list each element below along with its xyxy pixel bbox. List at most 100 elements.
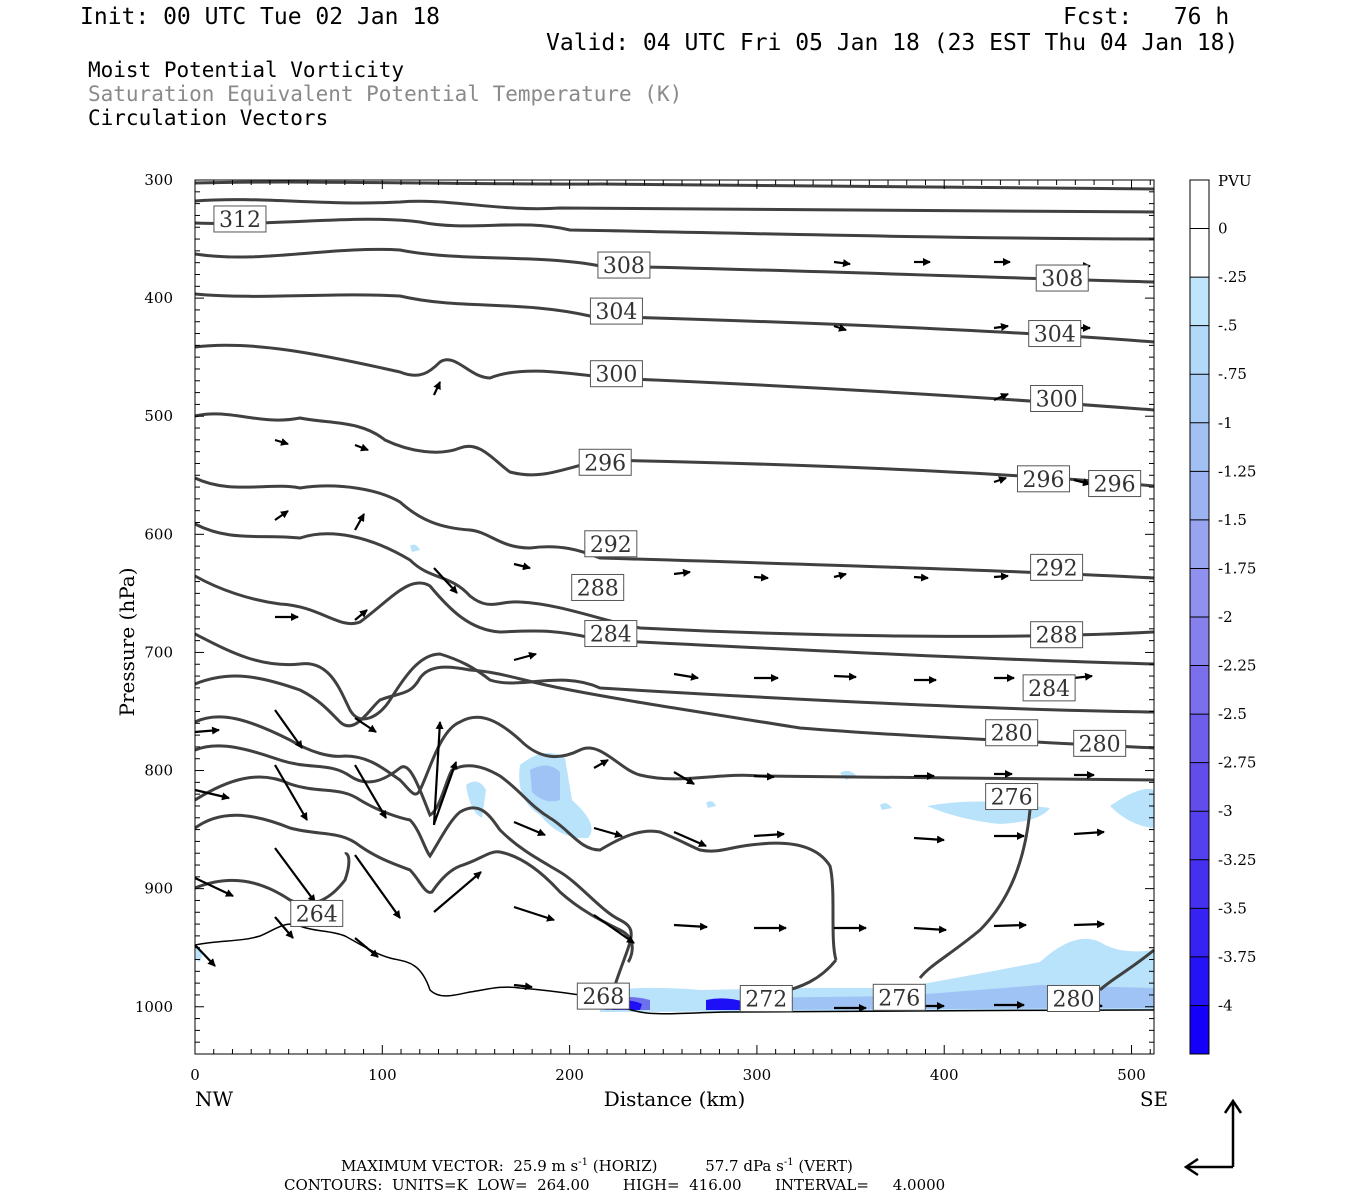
vector-arrow [993,392,1009,402]
contour-label-box [597,251,651,279]
x-tick-label: 200 [555,1066,584,1084]
contour-label-box [589,360,643,388]
max-vector-label: MAXIMUM VECTOR: [341,1157,504,1175]
contour-line [194,522,1155,638]
vector-arrow [993,323,1009,331]
colorbar-label: -1.25 [1218,462,1256,480]
contour-label-box [1030,553,1084,581]
vector-arrow [354,854,401,919]
contour-line [194,665,1155,750]
vector-arrow [513,562,531,571]
contour-line [194,247,1155,284]
contour-label: 268 [582,985,624,1010]
y-tick-label: 800 [144,762,173,780]
contour-label-box [1073,729,1127,757]
max-horiz-value: 25.9 m s [513,1157,579,1175]
colorbar-swatch [1190,325,1209,375]
vector-arrow [354,717,377,733]
vector-arrow [354,764,387,819]
colorbar-swatch [1190,956,1209,1006]
init-time: Init: 00 UTC Tue 02 Jan 18 [80,4,441,30]
pv-shade-blob [706,998,745,1010]
contour-label-box [584,530,638,558]
contour-label: 296 [1094,473,1136,498]
contour-label: 276 [878,986,920,1011]
x-tick-label: 400 [930,1066,959,1084]
axes: 300 400 500 600 700 800 900 1000 0 100 200 300 400 50… [115,171,1168,1111]
contour-label: 308 [1041,267,1083,292]
contour-line [194,412,1155,488]
vector-arrow [194,726,220,735]
vector-arrow [433,381,441,396]
vector-arrow [833,672,857,681]
vector-arrow [1073,672,1093,681]
vector-arrow [274,916,294,939]
contour-label: 272 [745,987,787,1012]
colorbar-label: -2.25 [1218,657,1256,675]
vector-arrow [1073,828,1105,837]
colorbar-swatch [1190,811,1209,861]
colorbar-swatch [1190,714,1209,764]
contour-label: 284 [1028,677,1070,702]
colorbar-swatch [1190,277,1209,327]
field-label-theta-es: Saturation Equivalent Potential Temperat… [88,82,683,106]
colorbar-title: PVU [1218,172,1252,190]
contour-label: 288 [1036,624,1078,649]
vector-arrow [354,937,379,958]
pv-shade-blob [410,544,420,552]
circulation-vectors [194,258,1105,1013]
y-tick-label: 400 [144,289,173,307]
contour-label-box [1088,470,1142,498]
pv-shade-blob [880,803,892,810]
vector-arrow [753,573,769,582]
contour-label-box [578,448,632,476]
contour-line [1098,948,1155,992]
y-tick-label: 1000 [135,998,173,1016]
contour-label: 296 [584,451,626,476]
y-tick-label: 900 [144,880,173,898]
colorbar-label: -3.75 [1218,948,1256,966]
vector-arrow [513,820,546,837]
colorbar-swatch [1190,422,1209,472]
vector-arrow [593,826,623,838]
vector-arrow [833,259,851,268]
vector-arrow [993,572,1009,581]
contour-label: 304 [1034,323,1076,348]
x-tick-label: 0 [190,1066,200,1084]
max-vert-unit: (VERT) [798,1157,853,1175]
vector-arrow [432,721,444,826]
vector-arrow [194,788,230,801]
vector-arrow [433,871,482,913]
contour-label-box [1028,320,1082,348]
vector-arrow [1073,920,1105,929]
colorbar-swatch [1190,665,1209,715]
x-tick-label: 100 [368,1066,397,1084]
colorbar-swatch [1190,568,1209,618]
y-axis-title: Pressure (hPa) [115,568,139,717]
contour-line [194,343,1155,412]
contour-line [194,813,634,964]
colorbar-label: -3 [1218,802,1233,820]
contour-label: 280 [1079,732,1121,757]
vector-arrow [274,847,316,903]
contour-line [194,180,1155,191]
x-axis-title: Distance (km) [604,1087,746,1111]
vector-arrow [593,759,609,769]
contour-label-box [584,620,638,648]
contour-line [194,775,633,986]
contour-label-box [1022,674,1076,702]
vector-arrow [913,573,929,582]
colorbar-label: -2.5 [1218,705,1247,723]
contour-label-box [1030,621,1084,649]
pv-shade-blob [530,765,560,802]
contour-line [918,809,1032,979]
contour-label: 280 [1052,987,1094,1012]
contour-line [194,476,1155,580]
y-tick-label: 600 [144,525,173,543]
vector-arrow [194,944,216,967]
colorbar-label: -2.75 [1218,754,1256,772]
colorbar-swatch [1190,228,1209,278]
colorbar-label: 0 [1218,220,1228,238]
colorbar-swatch [1190,180,1209,230]
